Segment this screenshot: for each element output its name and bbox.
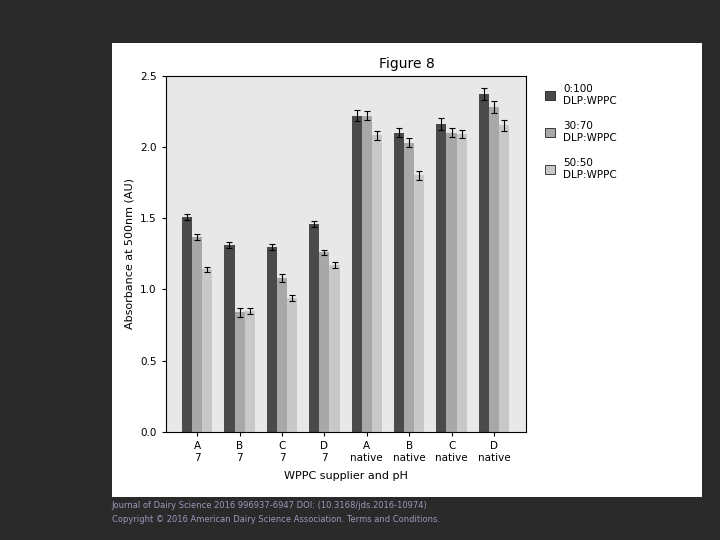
X-axis label: WPPC supplier and pH: WPPC supplier and pH: [284, 471, 408, 481]
Text: Figure 8: Figure 8: [379, 57, 435, 71]
Bar: [235, 312, 245, 432]
Bar: [182, 217, 192, 432]
Bar: [245, 311, 255, 432]
Bar: [202, 269, 212, 432]
Bar: [319, 252, 330, 432]
Bar: [287, 298, 297, 432]
Bar: [351, 116, 361, 432]
Bar: [309, 224, 319, 432]
Bar: [394, 133, 404, 432]
Bar: [499, 125, 509, 432]
Bar: [456, 134, 467, 432]
Bar: [479, 94, 489, 432]
Bar: [436, 124, 446, 432]
Y-axis label: Absorbance at 500nm (AU): Absorbance at 500nm (AU): [125, 178, 135, 329]
Text: Copyright © 2016 American Dairy Science Association. Terms and Conditions.: Copyright © 2016 American Dairy Science …: [112, 515, 440, 524]
Bar: [330, 265, 340, 432]
Bar: [361, 116, 372, 432]
Bar: [489, 107, 499, 432]
Bar: [192, 237, 202, 432]
Bar: [225, 245, 235, 432]
Bar: [446, 133, 456, 432]
Bar: [414, 176, 425, 432]
Bar: [277, 278, 287, 432]
Bar: [372, 136, 382, 432]
Bar: [266, 247, 277, 432]
Text: Journal of Dairy Science 2016 996937-6947 DOI: (10.3168/jds.2016-10974): Journal of Dairy Science 2016 996937-694…: [112, 501, 428, 510]
Legend: 0:100
DLP:WPPC, 30:70
DLP:WPPC, 50:50
DLP:WPPC: 0:100 DLP:WPPC, 30:70 DLP:WPPC, 50:50 DL…: [541, 81, 621, 183]
Bar: [404, 143, 414, 432]
